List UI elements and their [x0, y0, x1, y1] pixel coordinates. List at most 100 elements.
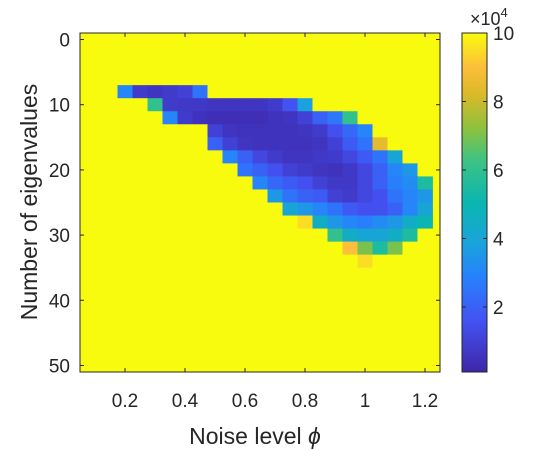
heatmap-cell	[342, 228, 358, 243]
heatmap-cell	[267, 111, 283, 125]
heatmap-cell	[327, 228, 343, 243]
heatmap-cell	[387, 319, 403, 334]
heatmap-cell	[267, 124, 283, 138]
heatmap-cell	[372, 111, 388, 125]
heatmap-cell	[147, 241, 163, 256]
heatmap-cell	[402, 163, 418, 177]
heatmap-cell	[222, 228, 238, 243]
heatmap-cell	[132, 215, 148, 229]
heatmap-cell	[387, 124, 403, 138]
heatmap-cell	[312, 202, 328, 216]
heatmap-cell	[147, 306, 163, 321]
heatmap-cell	[162, 280, 178, 295]
heatmap-cell	[207, 150, 223, 164]
heatmap-cell	[372, 267, 388, 282]
heatmap-cell	[252, 98, 268, 112]
heatmap-cell	[312, 124, 328, 138]
heatmap-cell	[357, 254, 373, 269]
heatmap-cell	[267, 306, 283, 321]
heatmap-cell	[387, 189, 403, 203]
heatmap-cell	[282, 85, 298, 99]
heatmap-cell	[402, 124, 418, 138]
heatmap-cell	[192, 241, 208, 256]
heatmap-cell	[387, 228, 403, 243]
heatmap-cell	[417, 215, 433, 229]
heatmap-cell	[327, 241, 343, 256]
heatmap-cell	[357, 163, 373, 177]
heatmap-cell	[132, 280, 148, 295]
heatmap-cell	[177, 332, 193, 347]
heatmap-cell	[327, 202, 343, 216]
heatmap-cell	[342, 215, 358, 229]
heatmap-cell	[192, 228, 208, 243]
heatmap-cell	[147, 137, 163, 151]
heatmap-cell	[162, 306, 178, 321]
heatmap-cell	[342, 98, 358, 112]
heatmap-cell	[147, 332, 163, 347]
y-axis-ticks: 0 10 20 30 40 50	[49, 31, 440, 377]
heatmap-cell	[387, 332, 403, 347]
heatmap-cell	[417, 228, 433, 243]
heatmap-cell	[162, 137, 178, 151]
plot-frame	[79, 32, 441, 373]
heatmap-cell	[117, 254, 133, 269]
heatmap-cell	[222, 202, 238, 216]
heatmap-cell	[222, 319, 238, 334]
heatmap-cell	[207, 189, 223, 203]
heatmap-cell	[222, 306, 238, 321]
heatmap-cell	[267, 98, 283, 112]
heatmap-cell	[177, 306, 193, 321]
heatmap-cell	[312, 241, 328, 256]
heatmap-cell	[252, 319, 268, 334]
heatmap-cell	[342, 241, 358, 256]
heatmap-cell	[162, 176, 178, 190]
heatmap-cell	[327, 215, 343, 229]
heatmap-cell	[357, 228, 373, 243]
heatmap-cell	[372, 306, 388, 321]
heatmap-cell	[267, 332, 283, 347]
heatmap-cell	[342, 306, 358, 321]
colorbar-tick-label: 8	[493, 92, 504, 113]
heatmap-cell	[252, 189, 268, 203]
heatmap-cell	[402, 293, 418, 308]
heatmap-cell	[327, 150, 343, 164]
heatmap-cell	[297, 241, 313, 256]
heatmap-cell	[312, 137, 328, 151]
heatmap-cell	[222, 254, 238, 269]
heatmap-cell	[207, 293, 223, 308]
heatmap-cell	[177, 98, 193, 112]
heatmap-cell	[237, 306, 253, 321]
heatmap-cell	[147, 228, 163, 243]
heatmap-cell	[357, 280, 373, 295]
heatmap-cell	[252, 215, 268, 229]
heatmap-cell	[282, 228, 298, 243]
heatmap-cell	[162, 293, 178, 308]
x-tick-label: 1	[360, 391, 371, 412]
heatmap-cell	[327, 267, 343, 282]
heatmap-cell	[192, 319, 208, 334]
heatmap-cell	[147, 85, 163, 99]
heatmap-cell	[207, 306, 223, 321]
heatmap-cell	[192, 189, 208, 203]
heatmap-cell	[117, 280, 133, 295]
heatmap-cell	[327, 137, 343, 151]
heatmap-cell	[342, 111, 358, 125]
heatmap-cell	[132, 111, 148, 125]
heatmap-cell	[222, 150, 238, 164]
heatmap-cell	[297, 150, 313, 164]
heatmap-cell	[207, 319, 223, 334]
heatmap-cell	[192, 163, 208, 177]
heatmap-cell	[402, 332, 418, 347]
heatmap-cells	[80, 33, 440, 372]
heatmap-cell	[237, 215, 253, 229]
heatmap-cell	[387, 85, 403, 99]
heatmap-cell	[117, 332, 133, 347]
heatmap-cell	[162, 267, 178, 282]
heatmap-cell	[402, 137, 418, 151]
heatmap-cell	[417, 332, 433, 347]
heatmap-cell	[132, 293, 148, 308]
heatmap-cell	[417, 189, 433, 203]
heatmap-cell	[372, 319, 388, 334]
heatmap-cell	[132, 124, 148, 138]
heatmap-cell	[327, 306, 343, 321]
